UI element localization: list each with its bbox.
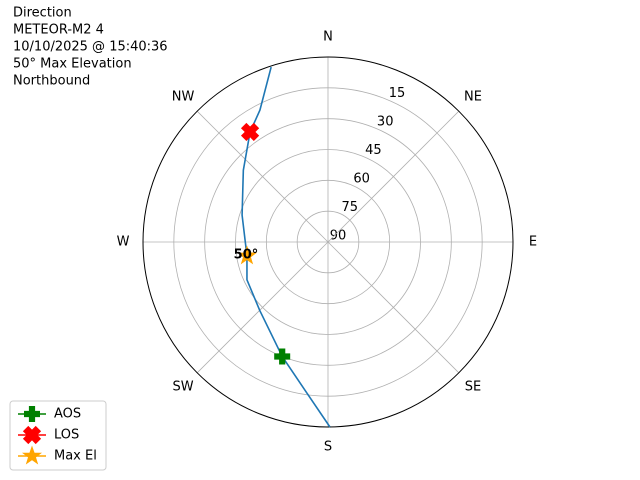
r-tick-label: 30 <box>377 115 394 130</box>
grid-spoke <box>196 110 329 243</box>
grid-spoke <box>196 241 329 374</box>
theta-tick-label: SE <box>465 379 481 394</box>
theta-tick-label: SW <box>172 379 193 394</box>
legend-marker <box>22 425 42 445</box>
title-block: Direction METEOR-M2 4 10/10/2025 @ 15:40… <box>13 6 168 89</box>
outer-frame <box>142 56 514 428</box>
theta-tick-label: W <box>117 235 130 250</box>
legend: AOS LOS Max El <box>9 400 107 471</box>
annotation: 50° <box>234 247 259 262</box>
r-tick-label: 60 <box>353 172 370 187</box>
grid-spoke <box>327 241 460 374</box>
theta-tick-label: NW <box>172 90 195 105</box>
legend-label: LOS <box>54 428 79 443</box>
grid-spoke <box>327 110 460 243</box>
title-line: Northbound <box>13 74 90 89</box>
r-tick-label: 15 <box>389 86 406 101</box>
legend-marker <box>24 406 40 422</box>
theta-tick-label: E <box>529 235 537 250</box>
theta-tick-label: S <box>324 440 332 455</box>
title-line: 50° Max Elevation <box>13 57 132 72</box>
theta-tick-label: NE <box>464 90 482 105</box>
r-tick-label: 90 <box>330 229 347 244</box>
point-marker <box>236 245 257 265</box>
title-line: 10/10/2025 @ 15:40:36 <box>13 40 168 55</box>
legend-label: Max El <box>54 449 97 464</box>
point-marker <box>240 122 260 142</box>
title-line: METEOR-M2 4 <box>13 23 104 38</box>
point-marker <box>274 348 291 365</box>
title-line: Direction <box>13 6 72 21</box>
legend-label: AOS <box>54 407 81 422</box>
legend-marker <box>21 445 43 465</box>
theta-tick-label: N <box>323 30 333 45</box>
r-tick-label: 45 <box>365 143 382 158</box>
r-tick-label: 75 <box>342 200 359 215</box>
